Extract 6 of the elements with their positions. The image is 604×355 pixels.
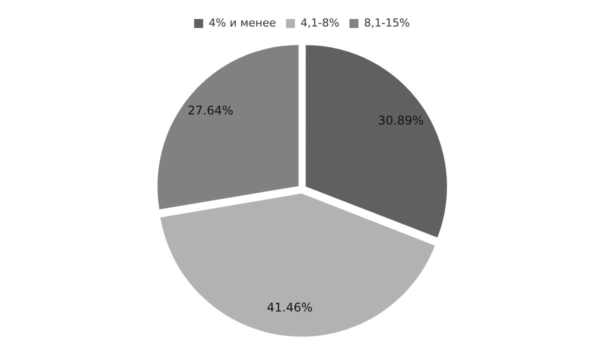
data-label: 30.89% (378, 113, 424, 128)
data-label: 41.46% (266, 300, 313, 314)
legend-label: 8,1-15% (364, 16, 410, 30)
data-label: 27.64% (188, 104, 234, 118)
legend-label: 4,1-8% (300, 16, 340, 30)
legend-label: 4% и менее (208, 16, 276, 30)
